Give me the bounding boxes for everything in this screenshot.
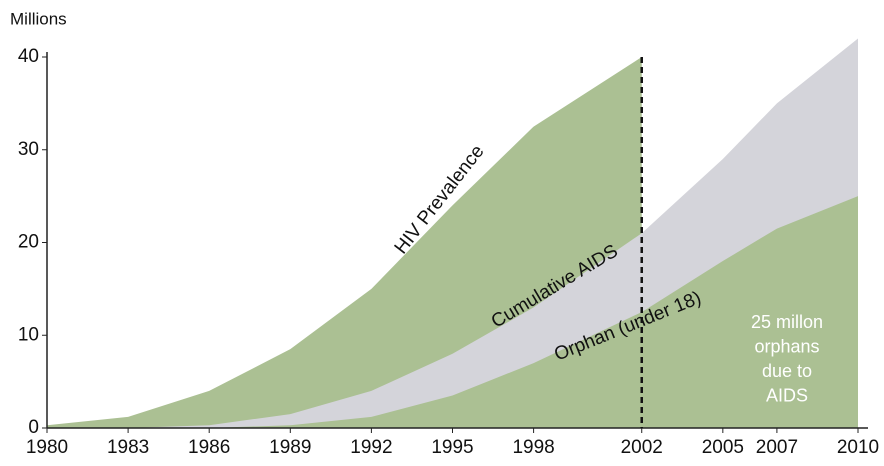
- y-tick-label: 30: [18, 139, 39, 160]
- y-tick-label: 40: [18, 46, 39, 67]
- annotation: 25 millon: [751, 312, 823, 332]
- y-tick-label: 10: [18, 324, 39, 345]
- annotation: AIDS: [766, 385, 808, 405]
- x-tick-label: 1986: [188, 437, 230, 458]
- y-axis-label: Millions: [10, 9, 67, 28]
- x-tick-label: 1983: [107, 437, 149, 458]
- x-tick-label: 1995: [431, 437, 473, 458]
- x-tick-label: 2002: [621, 437, 663, 458]
- x-tick-label: 1980: [26, 437, 68, 458]
- annotation: orphans: [754, 336, 819, 356]
- x-tick-label: 2005: [702, 437, 744, 458]
- annotation: due to: [762, 361, 812, 381]
- x-tick-label: 2010: [837, 437, 879, 458]
- area: [47, 196, 858, 428]
- x-tick-label: 2007: [756, 437, 798, 458]
- y-tick-label: 20: [18, 232, 39, 253]
- x-tick-label: 1989: [269, 437, 311, 458]
- x-tick-label: 1998: [512, 437, 554, 458]
- x-tick-label: 1992: [350, 437, 392, 458]
- y-tick-label: 0: [28, 417, 39, 438]
